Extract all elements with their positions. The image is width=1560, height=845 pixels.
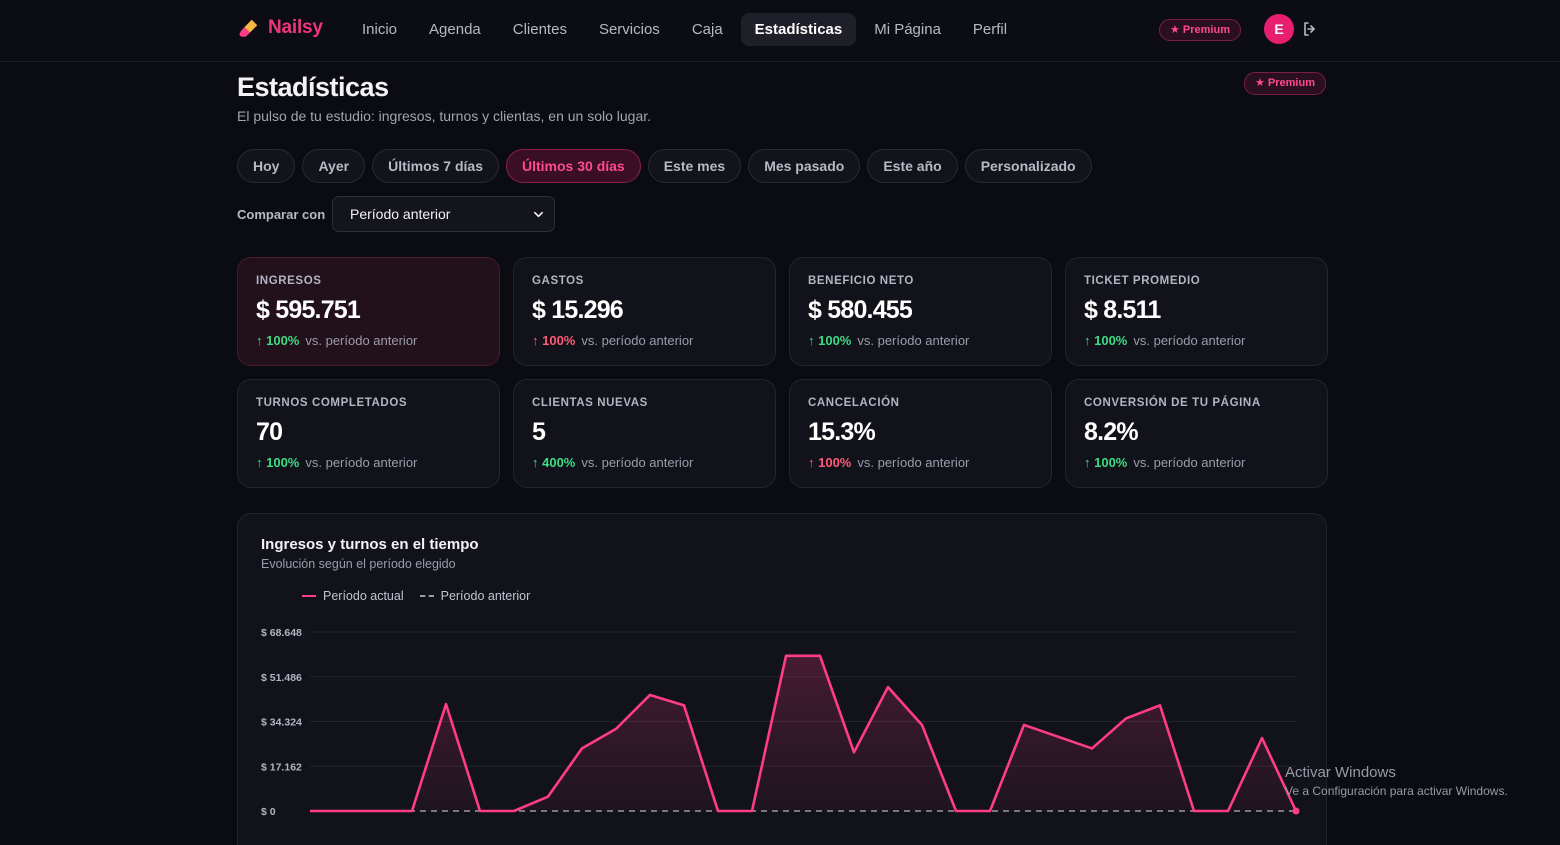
compare-label: Comparar con [237, 207, 326, 222]
nav-item-perfil[interactable]: Perfil [972, 21, 1008, 38]
stat-delta: ↑ 100% [808, 455, 852, 470]
avatar[interactable]: E [1264, 14, 1294, 44]
stat-value: $ 580.455 [808, 296, 913, 324]
nav-item-inicio[interactable]: Inicio [362, 21, 398, 38]
stat-card-beneficio-neto: BENEFICIO NETO $ 580.455 ↑ 100% vs. perío… [789, 257, 1052, 366]
stat-delta: ↑ 400% [532, 455, 576, 470]
stat-value: 15.3% [808, 418, 876, 446]
y-tick-label: $ 34.324 [261, 717, 302, 729]
stat-value: $ 595.751 [256, 296, 361, 324]
date-range-chips: Hoy Ayer Últimos 7 días Últimos 30 días … [237, 149, 1092, 183]
nav-item-mi-pagina[interactable]: Mi Página [874, 21, 941, 38]
stat-delta-note: vs. período anterior [857, 455, 970, 470]
range-chip-ayer[interactable]: Ayer [302, 149, 366, 183]
premium-badge[interactable]: ★ Premium [1159, 19, 1241, 41]
y-tick-label: $ 17.162 [261, 761, 302, 773]
main-nav: Inicio Agenda Clientes Servicios Caja Es… [348, 13, 1021, 46]
stat-card-gastos: GASTOS $ 15.296 ↑ 100% vs. período anteri… [513, 257, 776, 366]
stat-delta: ↑ 100% [532, 333, 576, 348]
stat-value: 8.2% [1084, 418, 1139, 446]
range-chip-ultimos-30-dias[interactable]: Últimos 30 días [506, 149, 641, 183]
stat-delta: ↑ 100% [1084, 455, 1128, 470]
brand-name: Nailsy [268, 17, 323, 38]
revenue-chart: $ 0 $ 17.162 $ 34.324 $ 51.486 $ 68.648 [261, 627, 1300, 818]
premium-header-badge: ★ Premium [1244, 72, 1326, 95]
page-subtitle: El pulso de tu estudio: ingresos, turnos… [237, 108, 652, 124]
stat-delta: ↑ 100% [256, 455, 300, 470]
legend-item-actual[interactable]: Período actual [302, 589, 404, 603]
chart-panel: $ 0 $ 17.162 $ 34.324 $ 51.486 $ 68.648 Ingr… [237, 513, 1327, 845]
nav-item-agenda[interactable]: Agenda [429, 21, 481, 38]
compare-select-value: Período anterior [350, 206, 451, 222]
range-chip-ultimos-7-dias[interactable]: Últimos 7 días [372, 149, 499, 183]
top-navbar: Nailsy Inicio Agenda Clientes Servicios … [0, 0, 1560, 62]
stat-value: 70 [256, 418, 283, 446]
y-tick-label: $ 68.648 [261, 627, 302, 639]
y-tick-label: $ 0 [261, 806, 276, 818]
stat-label: CANCELACIÓN [808, 397, 900, 409]
stat-card-clientas-nuevas: CLIENTAS NUEVAS 5 ↑ 400% vs. período ante… [513, 379, 776, 488]
nav-item-clientes[interactable]: Clientes [512, 21, 567, 38]
stat-delta-note: vs. período anterior [305, 455, 418, 470]
legend-item-anterior[interactable]: Período anterior [419, 589, 531, 603]
stat-card-ticket-promedio: TICKET PROMEDIO $ 8.511 ↑ 100% vs. períod… [1065, 257, 1328, 366]
stat-delta-note: vs. período anterior [581, 333, 694, 348]
nav-item-estadisticas[interactable]: Estadísticas [740, 13, 857, 46]
stat-label: GASTOS [532, 275, 584, 287]
stat-label: CONVERSIÓN DE TU PÁGINA [1084, 397, 1261, 409]
stat-label: TURNOS COMPLETADOS [256, 397, 408, 409]
chart-subtitle: Evolución según el período elegido [261, 557, 456, 571]
stat-label: INGRESOS [256, 275, 322, 287]
nav-item-caja[interactable]: Caja [691, 21, 723, 38]
series-line-periodo-actual [310, 654, 1298, 813]
stat-delta: ↑ 100% [808, 333, 852, 348]
stat-delta-note: vs. período anterior [581, 455, 694, 470]
nav-item-servicios[interactable]: Servicios [598, 21, 660, 38]
stat-card-ingresos: INGRESOS $ 595.751 ↑ 100% vs. período ant… [237, 257, 500, 366]
legend-label: Período anterior [440, 589, 531, 603]
range-chip-este-mes[interactable]: Este mes [647, 149, 742, 183]
stat-card-cancelacion: CANCELACIÓN 15.3% ↑ 100% vs. período ante… [789, 379, 1052, 488]
stat-delta: ↑ 100% [1084, 333, 1128, 348]
legend-label: Período actual [323, 589, 404, 603]
chevron-down-icon [534, 211, 543, 218]
chart-title: Ingresos y turnos en el tiempo [261, 536, 479, 553]
chart-legend: Período actual Período anterior [302, 589, 530, 603]
range-chip-personalizado[interactable]: Personalizado [964, 149, 1092, 183]
stat-label: BENEFICIO NETO [808, 275, 914, 287]
legend-swatch-solid [302, 595, 316, 597]
legend-swatch-dashed [419, 595, 434, 597]
stat-delta-note: vs. período anterior [857, 333, 970, 348]
stat-delta: ↑ 100% [256, 333, 300, 348]
stat-card-conversion: CONVERSIÓN DE TU PÁGINA 8.2% ↑ 100% vs. p… [1065, 379, 1328, 488]
stat-delta-note: vs. período anterior [305, 333, 418, 348]
nail-polish-icon [239, 19, 258, 37]
page-title: Estadísticas [237, 72, 389, 102]
stat-card-turnos-completados: TURNOS COMPLETADOS 70 ↑ 100% vs. período … [237, 379, 500, 488]
stat-value: $ 8.511 [1084, 296, 1161, 324]
brand[interactable]: Nailsy [238, 17, 323, 39]
stat-delta-note: vs. período anterior [1133, 455, 1246, 470]
stat-label: TICKET PROMEDIO [1084, 275, 1201, 287]
range-chip-este-ano[interactable]: Este año [867, 149, 958, 183]
stat-cards: INGRESOS $ 595.751 ↑ 100% vs. período ant… [237, 257, 1328, 488]
stat-value: $ 15.296 [532, 296, 624, 324]
stat-delta-note: vs. período anterior [1133, 333, 1246, 348]
data-point [1292, 807, 1300, 815]
compare-select[interactable]: Período anterior [332, 196, 555, 232]
stat-value: 5 [532, 418, 546, 446]
range-chip-hoy[interactable]: Hoy [237, 149, 296, 183]
stat-label: CLIENTAS NUEVAS [532, 397, 648, 409]
logout-icon[interactable] [1302, 21, 1318, 37]
y-tick-label: $ 51.486 [261, 672, 302, 684]
range-chip-mes-pasado[interactable]: Mes pasado [748, 149, 861, 183]
series-area-periodo-actual [310, 655, 1296, 811]
